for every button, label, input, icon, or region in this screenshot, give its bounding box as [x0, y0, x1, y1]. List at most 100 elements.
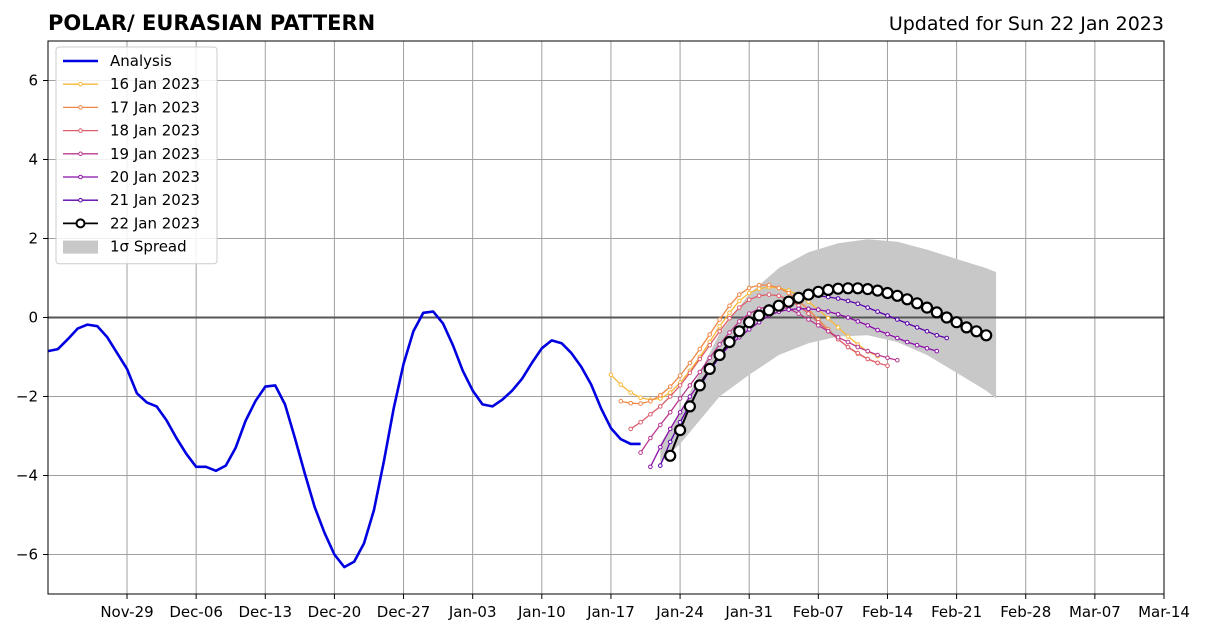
series-point — [717, 329, 722, 334]
series-point — [914, 342, 920, 348]
y-tick-label: 6 — [28, 72, 38, 90]
series-point — [875, 352, 880, 358]
legend-label-analysis: Analysis — [110, 52, 172, 70]
y-tick-label: 2 — [28, 230, 38, 248]
series-point — [796, 306, 801, 312]
series-point — [901, 293, 914, 306]
legend-swatch-marker — [78, 151, 83, 157]
legend-label: 21 Jan 2023 — [110, 191, 200, 209]
series-point — [648, 435, 653, 441]
series-point — [713, 348, 726, 362]
x-tick-label: Jan-24 — [655, 603, 704, 621]
legend-label-spread: 1σ Spread — [110, 238, 187, 256]
series-point — [816, 323, 821, 328]
series-point — [697, 369, 703, 375]
series-point — [628, 426, 634, 432]
legend-box — [55, 46, 218, 265]
series-point — [687, 360, 693, 366]
series-point — [885, 355, 890, 361]
series-point — [831, 282, 845, 295]
series-point — [608, 372, 614, 378]
legend-label: 19 Jan 2023 — [110, 145, 200, 163]
series-point — [707, 355, 713, 361]
series-point — [746, 290, 752, 296]
chart-subtitle: Updated for Sun 22 Jan 2023 — [889, 13, 1164, 35]
series-point — [806, 317, 811, 322]
series-point — [648, 412, 653, 417]
series-point — [885, 363, 890, 369]
series-point — [756, 293, 762, 299]
series-point — [875, 309, 880, 314]
series-point — [693, 379, 706, 392]
series-point — [924, 346, 930, 351]
series-point — [891, 289, 904, 302]
series-point — [756, 286, 762, 292]
series-point — [816, 307, 821, 312]
series-point — [667, 439, 673, 445]
series-point — [861, 283, 874, 296]
series-point — [717, 317, 722, 322]
series-point — [895, 317, 900, 322]
series-point — [683, 400, 697, 413]
series-point — [855, 344, 861, 350]
x-tick-label: Feb-21 — [931, 603, 982, 621]
series-point — [914, 325, 920, 330]
x-tick-label: Mar-14 — [1138, 603, 1190, 621]
series-point — [812, 285, 825, 298]
series-point — [658, 463, 663, 468]
series-point — [727, 330, 732, 335]
series-point — [881, 286, 894, 300]
series-point — [673, 424, 687, 437]
series-line — [610, 286, 878, 401]
series-point — [766, 282, 772, 288]
series-point — [786, 307, 792, 312]
legend-label: 18 Jan 2023 — [110, 122, 200, 140]
series-point — [658, 422, 663, 428]
x-tick-label: Feb-07 — [793, 603, 844, 621]
series-point — [904, 321, 910, 326]
series-point — [697, 346, 703, 352]
series-point — [825, 316, 831, 321]
series-point — [845, 315, 851, 320]
series-point — [737, 298, 742, 304]
series-point — [960, 321, 973, 334]
series-point — [658, 444, 663, 450]
x-tick-label: Jan-03 — [448, 603, 497, 621]
legend-swatch-marker — [78, 174, 83, 180]
series-point — [802, 288, 815, 301]
series-point — [776, 285, 782, 291]
series-point — [895, 357, 900, 363]
x-tick-label: Feb-14 — [862, 603, 913, 621]
series-point — [658, 393, 663, 398]
y-tick-label: −4 — [16, 467, 38, 485]
series-point — [835, 296, 841, 301]
legend-label: 22 Jan 2023 — [110, 214, 200, 232]
series-point — [772, 299, 785, 312]
series-point — [796, 311, 801, 316]
series-point — [667, 426, 673, 432]
x-tick-label: Dec-13 — [239, 603, 293, 621]
legend-label: 17 Jan 2023 — [110, 98, 200, 116]
series-point — [875, 327, 880, 333]
series-point — [618, 398, 624, 404]
series-point — [727, 310, 732, 316]
series-point — [924, 329, 930, 334]
series-point — [618, 382, 624, 387]
series-point — [855, 350, 861, 356]
series-point — [825, 309, 831, 314]
series-point — [940, 311, 953, 324]
series-point — [638, 450, 643, 455]
series-point — [743, 316, 756, 329]
series-point — [727, 303, 732, 309]
x-tick-label: Dec-27 — [377, 603, 431, 621]
legend-swatch-marker — [78, 81, 83, 87]
y-tick-label: −2 — [16, 388, 38, 406]
series-point — [707, 332, 713, 337]
series-point — [717, 323, 722, 329]
y-axis-ticks: 6 4 2 0 −2 −4 −6 — [16, 72, 48, 564]
series-point — [934, 333, 940, 338]
legend: Analysis 16 Jan 2023 17 Jan 2023 18 Jan 202… — [55, 46, 218, 265]
series-22-jan-2023 — [664, 282, 993, 462]
series-point — [910, 297, 924, 310]
x-tick-label: Dec-06 — [169, 603, 223, 621]
